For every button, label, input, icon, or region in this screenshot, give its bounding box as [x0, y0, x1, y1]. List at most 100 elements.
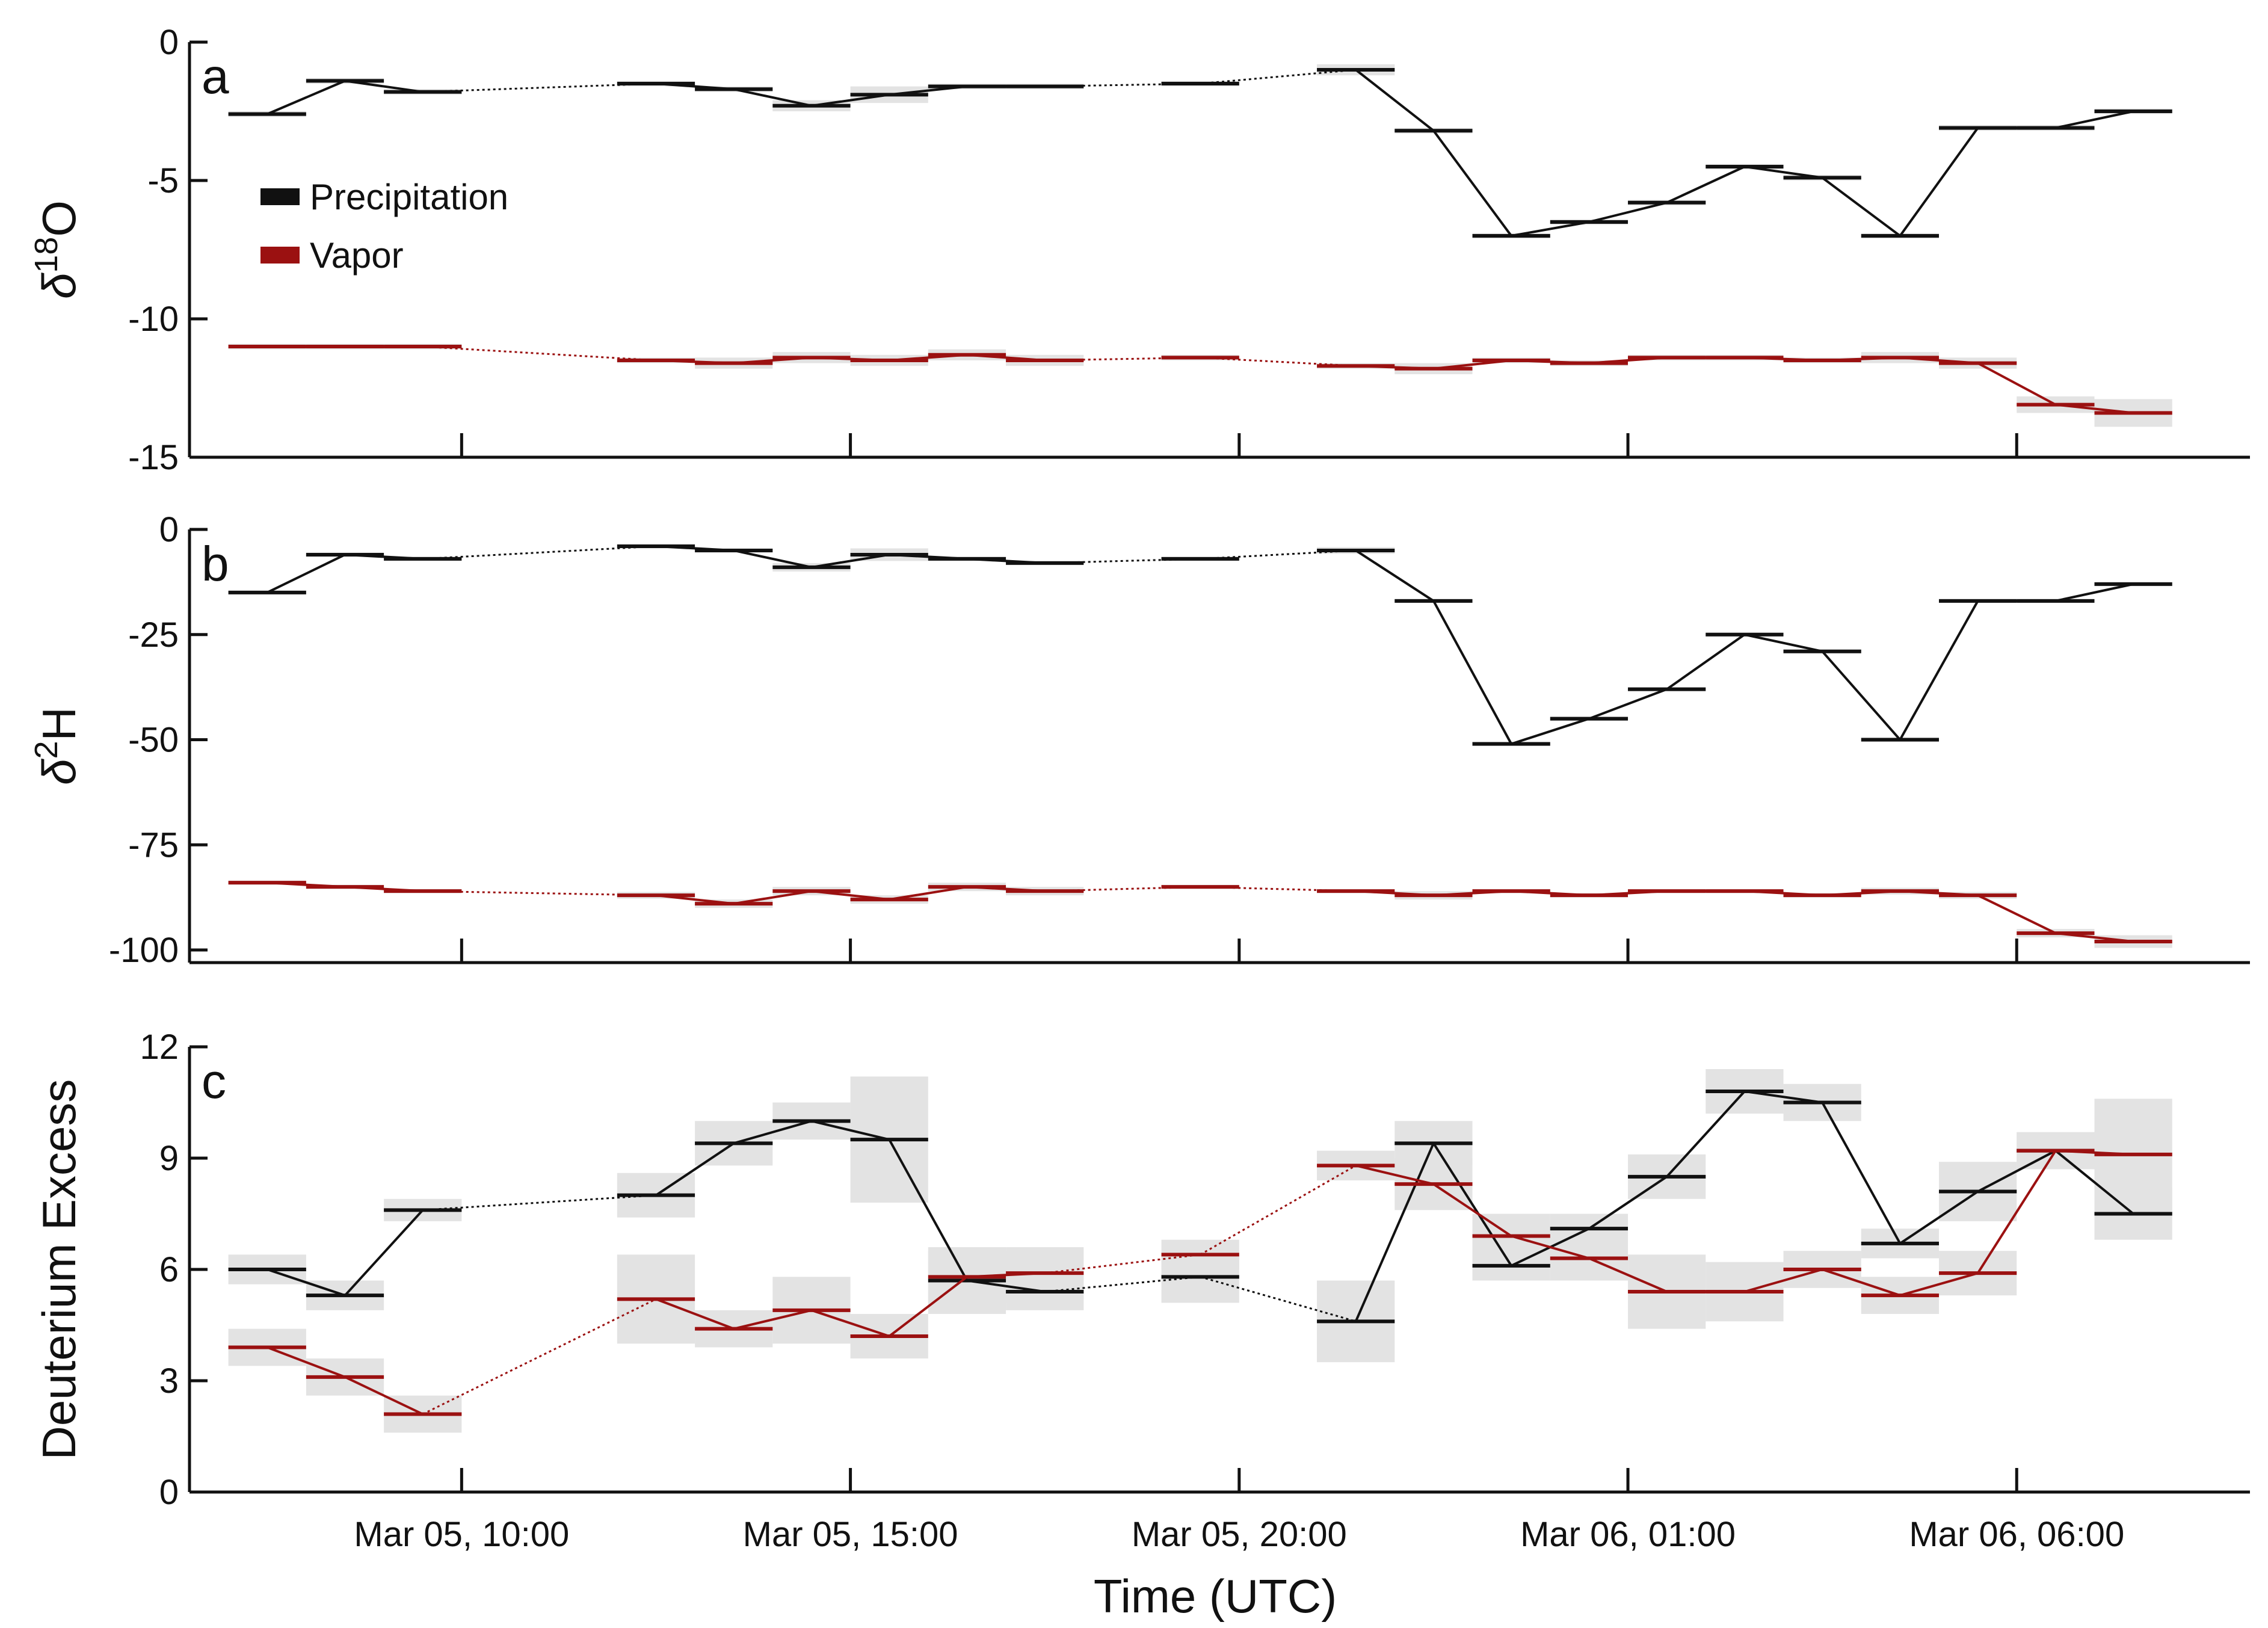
gap-connector: [422, 1194, 656, 1211]
series-connector: [2055, 110, 2134, 129]
series-connector: [1899, 1272, 1979, 1297]
series-connector: [267, 553, 346, 594]
legend-swatch-precipitation: [260, 188, 300, 205]
gap-connector: [422, 345, 656, 362]
gap-connector: [1044, 886, 1201, 892]
panel-b: 0 -25 -50 -75 -100 b δ2H: [28, 510, 2250, 970]
series-connector: [1666, 165, 1745, 204]
gap-connector: [1044, 356, 1201, 362]
series-connector: [1666, 1090, 1746, 1178]
series-connector: [1432, 600, 1512, 745]
x-tick-label: Mar 05, 20:00: [1132, 1515, 1347, 1554]
series-connector: [267, 1346, 346, 1378]
x-tick-label: Mar 05, 10:00: [354, 1515, 569, 1554]
series-connector: [267, 79, 346, 116]
y-tick-label: -15: [128, 438, 179, 477]
series-connector: [733, 890, 812, 905]
series-connector: [2054, 1150, 2134, 1215]
series-connector: [1899, 1190, 1979, 1245]
series-connector: [1976, 1150, 2057, 1274]
series-connector: [344, 1376, 424, 1416]
series-connector: [1821, 650, 1901, 741]
legend: Precipitation Vapor: [260, 177, 508, 276]
panel-c: 0 3 6 9 12 c Deuterium Excess: [32, 1028, 2250, 1512]
series-connector: [1432, 130, 1512, 237]
series-connector: [1977, 362, 2056, 406]
panel-letter: a: [202, 49, 229, 104]
series-connector: [1744, 1090, 1823, 1104]
series-connector: [1588, 1176, 1668, 1230]
series-connector: [1355, 1164, 1434, 1186]
series-connector: [1744, 633, 1823, 653]
series-connector: [1354, 1142, 1435, 1322]
series-connector: [811, 1309, 890, 1337]
y-tick-label: -10: [128, 300, 179, 339]
gap-connector: [1044, 558, 1201, 564]
gap-connector: [1200, 886, 1356, 892]
panel-letter: c: [202, 1054, 226, 1109]
y-tick-label: -5: [147, 161, 179, 200]
series-connector: [733, 1120, 812, 1145]
series-connector: [888, 1275, 968, 1337]
series-connector: [1511, 221, 1589, 237]
y-tick-label: -50: [128, 721, 179, 760]
series-connector: [889, 886, 967, 901]
series-connector: [967, 1279, 1045, 1293]
legend-swatch-vapor: [260, 247, 300, 264]
series-connector: [1432, 1142, 1512, 1266]
series-connector: [1666, 634, 1746, 691]
y-axis-label: δ2H: [28, 707, 85, 785]
x-tick-label: Mar 06, 01:00: [1520, 1515, 1736, 1554]
x-tick-label: Mar 06, 06:00: [1909, 1515, 2124, 1554]
series-connector: [2055, 582, 2134, 602]
series-connector: [733, 549, 812, 569]
y-tick-label: 3: [159, 1361, 179, 1401]
x-axis: Mar 05, 10:00 Mar 05, 15:00 Mar 05, 20:0…: [354, 1515, 2124, 1623]
series-connector: [1744, 1268, 1823, 1293]
gap-connector: [1044, 1275, 1201, 1293]
series-connector: [1511, 717, 1590, 745]
series-connector: [655, 1298, 735, 1330]
series-connector: [733, 1309, 812, 1330]
series-connector: [345, 79, 424, 93]
gap-connector: [422, 545, 656, 560]
y-tick-label: 6: [159, 1250, 179, 1289]
y-tick-label: 0: [159, 23, 179, 62]
series-connector: [1588, 1257, 1668, 1293]
panel-letter: b: [202, 537, 229, 591]
legend-label-vapor: Vapor: [310, 235, 404, 276]
y-tick-label: -25: [128, 615, 179, 655]
x-tick-label: Mar 05, 15:00: [743, 1515, 958, 1554]
y-tick-label: 0: [159, 510, 179, 549]
series-connector: [1821, 1102, 1902, 1244]
series-connector: [1977, 1149, 2056, 1193]
y-tick-label: 9: [159, 1139, 179, 1178]
series-connector: [1899, 600, 1979, 741]
x-axis-label: Time (UTC): [1094, 1570, 1337, 1623]
series-connector: [1355, 69, 1435, 132]
legend-label-precipitation: Precipitation: [310, 177, 508, 217]
gap-connector: [1200, 356, 1356, 367]
series-connector: [1588, 688, 1668, 720]
series-connector: [655, 1142, 735, 1197]
series-connector: [811, 1120, 890, 1141]
series-connector: [811, 553, 890, 569]
series-connector: [1821, 176, 1901, 237]
panel-a: 0 -5 -10 -15 a δ18O: [28, 23, 2250, 477]
series-connector: [733, 88, 812, 107]
y-tick-label: 12: [140, 1028, 179, 1067]
y-tick-label: -100: [109, 931, 179, 970]
series-connector: [1899, 127, 1979, 237]
series-connector: [811, 93, 890, 107]
series-connector: [1588, 201, 1668, 223]
y-axis-label: Deuterium Excess: [32, 1079, 85, 1460]
gap-connector: [1200, 69, 1356, 85]
y-tick-label: 0: [159, 1473, 179, 1512]
series-connector: [1744, 165, 1823, 179]
series-connector: [344, 1209, 424, 1297]
series-connector: [267, 1268, 346, 1297]
series-connector: [1977, 894, 2056, 934]
gap-connector: [422, 1298, 657, 1415]
